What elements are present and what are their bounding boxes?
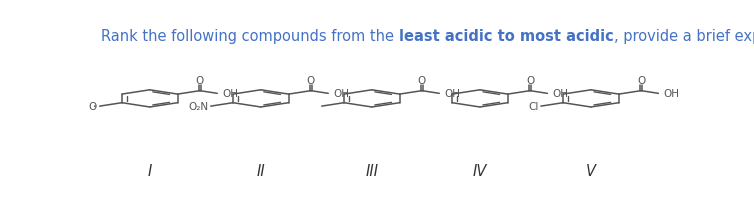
Text: II: II [256,163,265,178]
Text: O: O [196,75,204,85]
Text: OH: OH [552,89,568,99]
Text: III: III [365,163,379,178]
Text: O: O [307,75,315,85]
Text: O: O [637,75,645,85]
Text: O: O [418,75,426,85]
Text: OH: OH [222,89,238,99]
Text: IV: IV [473,163,487,178]
Text: , provide a brief explanation.: , provide a brief explanation. [614,29,754,44]
Text: O: O [88,102,97,112]
Text: V: V [586,163,596,178]
Text: O₂N: O₂N [188,102,208,112]
Text: Cl: Cl [528,102,538,112]
Text: O: O [526,75,534,85]
Text: least acidic to most acidic: least acidic to most acidic [399,29,614,44]
Text: OH: OH [333,89,349,99]
Text: Rank the following compounds from the: Rank the following compounds from the [101,29,399,44]
Text: OH: OH [444,89,460,99]
Text: I: I [148,163,152,178]
Text: OH: OH [663,89,679,99]
